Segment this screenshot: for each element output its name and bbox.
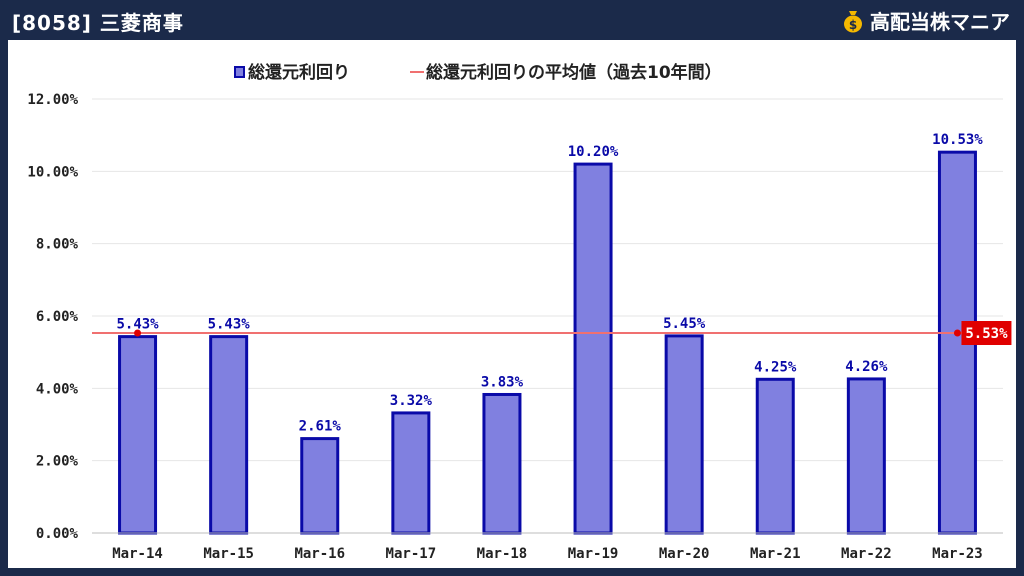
bar: [482, 392, 522, 535]
data-label: 10.20%: [568, 144, 619, 160]
bar: [573, 162, 613, 535]
svg-text:$: $: [849, 18, 857, 32]
page-title: [8058] 三菱商事: [12, 11, 184, 35]
brand-name: 高配当株マニア: [870, 10, 1010, 34]
y-tick-label: 10.00%: [27, 164, 78, 180]
x-tick-label: Mar-16: [294, 546, 345, 562]
y-tick-label: 6.00%: [36, 309, 79, 325]
axes: 0.00% 2.00% 4.00% 6.00% 8.00% 10.00% 12.00% Mar…: [27, 92, 1003, 562]
data-label: 4.26%: [845, 359, 888, 375]
bar-chart: 総還元利回り 総還元利回りの平均値（過去10年間） 5.53% 5.43% 5.4…: [27, 62, 1012, 562]
bar: [755, 377, 795, 535]
average-end-marker: [953, 329, 961, 337]
x-tick-label: Mar-18: [477, 546, 528, 562]
legend-label-avg: 総還元利回りの平均値（過去10年間）: [426, 62, 722, 83]
money-bag-icon: $: [844, 10, 862, 32]
x-tick-label: Mar-17: [386, 546, 437, 562]
legend-swatch-bars: [234, 66, 245, 78]
header-bar: [8058] 三菱商事 $ 高配当株マニア: [0, 0, 1024, 40]
x-tick-label: Mar-22: [841, 546, 892, 562]
average-badge: [961, 320, 1012, 345]
brand-logo: $ 高配当株マニア: [842, 6, 1010, 35]
legend-label-bars: 総還元利回り: [248, 62, 350, 83]
x-tick-label: Mar-19: [568, 546, 619, 562]
x-tick-label: Mar-20: [659, 546, 710, 562]
chart-panel: 総還元利回り 総還元利回りの平均値（過去10年間） 5.53% 5.43% 5.4…: [8, 40, 1016, 568]
bar: [300, 437, 340, 535]
data-label: 2.61%: [299, 419, 342, 435]
data-label: 3.83%: [481, 374, 524, 390]
y-tick-label: 2.00%: [36, 454, 79, 470]
average-start-marker: [134, 329, 142, 337]
data-label: 3.32%: [390, 393, 433, 409]
average-line-group: 5.53%: [92, 320, 1012, 345]
x-tick-label: Mar-15: [203, 546, 254, 562]
x-tick-label: Mar-21: [750, 546, 801, 562]
data-labels: 5.43% 5.43% 2.61% 3.32% 3.83% 10.20% 5.45% 4.25…: [116, 132, 983, 434]
x-tick-label: Mar-14: [112, 546, 163, 562]
data-label: 4.25%: [754, 359, 797, 375]
bar: [118, 335, 158, 535]
average-badge-label: 5.53%: [965, 326, 1008, 342]
y-tick-label: 0.00%: [36, 526, 79, 542]
y-tick-label: 12.00%: [27, 92, 78, 108]
data-label: 10.53%: [932, 132, 983, 148]
bars: [118, 150, 977, 535]
x-tick-label: Mar-23: [932, 546, 983, 562]
data-label: 5.43%: [116, 317, 159, 333]
bar: [209, 335, 249, 535]
y-tick-label: 4.00%: [36, 381, 79, 397]
y-tick-label: 8.00%: [36, 237, 79, 253]
bar: [391, 411, 431, 535]
bar: [664, 334, 704, 535]
data-label: 5.43%: [208, 317, 251, 333]
data-label: 5.45%: [663, 316, 706, 332]
bar: [846, 377, 886, 535]
legend: 総還元利回り 総還元利回りの平均値（過去10年間）: [234, 62, 722, 83]
